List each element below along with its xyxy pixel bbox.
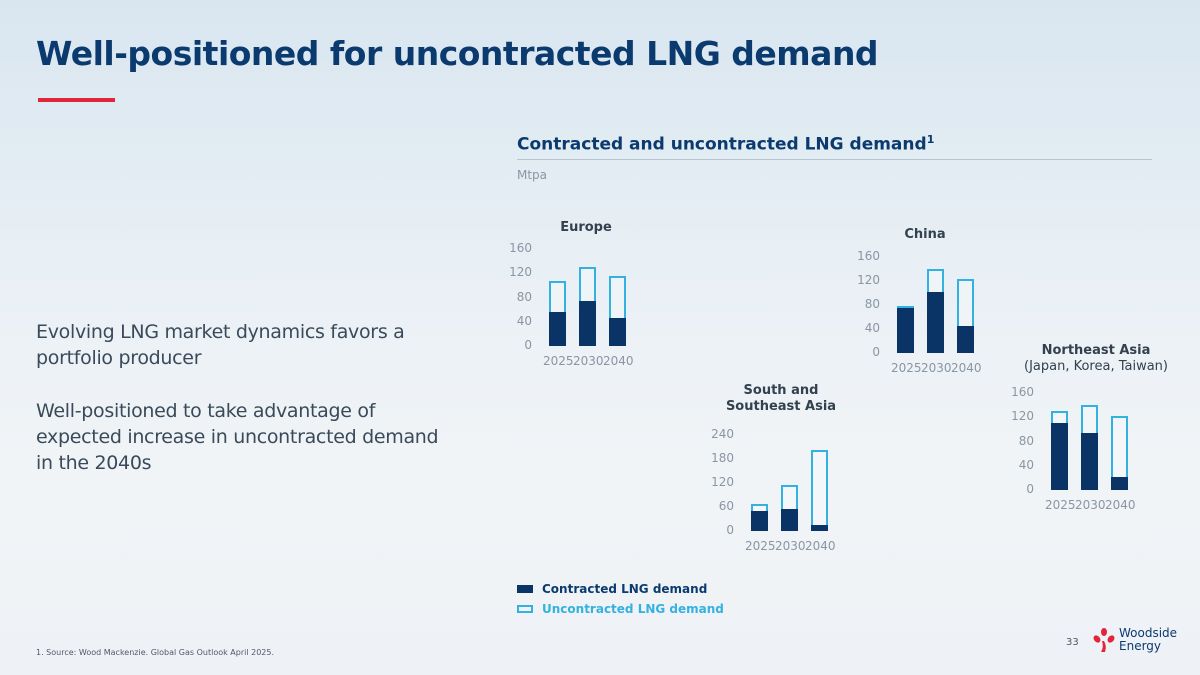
logo-icon xyxy=(1093,628,1115,652)
divider xyxy=(517,159,1152,160)
bullet-1: Evolving LNG market dynamics favors a po… xyxy=(36,321,405,369)
y-tick-label: 120 xyxy=(711,475,734,489)
x-tick-label: 2040 xyxy=(603,354,634,368)
y-tick-label: 40 xyxy=(516,313,532,328)
bar-contracted xyxy=(897,308,914,353)
panel-title: South and Southeast Asia xyxy=(725,383,837,414)
title-underline xyxy=(38,98,115,102)
bar-contracted xyxy=(549,312,566,346)
bar-contracted xyxy=(957,326,974,353)
y-tick-label: 40 xyxy=(864,321,880,335)
bar-contracted xyxy=(751,511,768,531)
y-tick-label: 0 xyxy=(524,338,532,352)
woodside-logo: Woodside Energy xyxy=(1093,627,1177,653)
y-tick-label: 40 xyxy=(1018,457,1034,472)
y-tick-label: 80 xyxy=(1018,433,1034,448)
y-tick-label: 120 xyxy=(509,265,532,280)
page-number: 33 xyxy=(1066,637,1079,648)
bar-contracted xyxy=(609,317,626,346)
legend-contracted: Contracted LNG demand xyxy=(517,582,707,596)
bar-uncontracted xyxy=(811,449,828,531)
bar-contracted xyxy=(811,525,828,531)
y-tick-label: 180 xyxy=(711,451,734,465)
footnote: 1. Source: Wood Mackenzie. Global Gas Ou… xyxy=(36,648,275,657)
x-tick-label: 2040 xyxy=(805,539,836,553)
x-tick-label: 2025 xyxy=(1045,498,1076,512)
legend-swatch xyxy=(517,605,533,613)
panel-title: Northeast Asia (Japan, Korea, Taiwan) xyxy=(1024,343,1168,374)
y-tick-label: 120 xyxy=(857,273,880,287)
x-tick-label: 2030 xyxy=(1075,498,1106,512)
x-tick-label: 2030 xyxy=(573,354,604,368)
x-tick-label: 2025 xyxy=(745,539,776,553)
bar-contracted xyxy=(579,301,596,346)
y-tick-label: 160 xyxy=(1011,385,1034,399)
x-tick-label: 2025 xyxy=(543,354,574,368)
bar-contracted xyxy=(1111,476,1128,490)
bullet-2: Well-positioned to take advantage of exp… xyxy=(36,400,439,474)
slide-title: Well-positioned for uncontracted LNG dem… xyxy=(36,34,879,73)
legend-swatch xyxy=(517,585,533,593)
x-tick-label: 2025 xyxy=(891,361,922,375)
x-tick-label: 2040 xyxy=(1105,498,1136,512)
y-tick-label: 80 xyxy=(864,297,880,311)
y-tick-label: 0 xyxy=(1026,482,1034,496)
panel-title: China xyxy=(904,227,946,242)
bar-contracted xyxy=(927,292,944,353)
bar-contracted xyxy=(1051,423,1068,490)
y-tick-label: 160 xyxy=(857,249,880,263)
y-tick-label: 120 xyxy=(1011,409,1034,424)
y-tick-label: 240 xyxy=(711,427,734,441)
x-tick-label: 2030 xyxy=(775,539,806,553)
y-tick-label: 80 xyxy=(516,289,532,304)
y-tick-label: 0 xyxy=(726,523,734,537)
x-tick-label: 2040 xyxy=(951,361,982,375)
legend-uncontracted: Uncontracted LNG demand xyxy=(517,602,724,616)
chart-title: Contracted and uncontracted LNG demand1 xyxy=(517,133,935,155)
y-tick-label: 160 xyxy=(509,241,532,255)
unit-label: Mtpa xyxy=(517,168,548,182)
bar-contracted xyxy=(1081,433,1098,490)
panel-title: Europe xyxy=(560,220,612,235)
bar-contracted xyxy=(781,508,798,531)
y-tick-label: 0 xyxy=(872,345,880,359)
y-tick-label: 60 xyxy=(718,499,734,513)
x-tick-label: 2030 xyxy=(921,361,952,375)
